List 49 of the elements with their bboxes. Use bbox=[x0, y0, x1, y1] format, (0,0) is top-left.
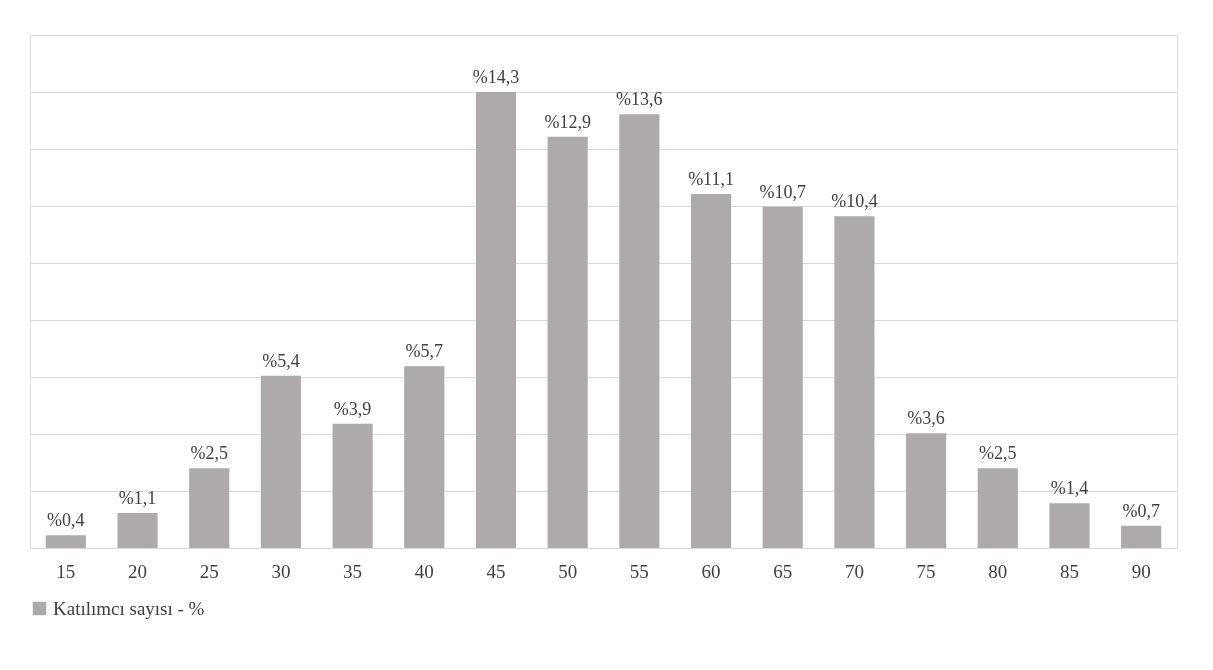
bar bbox=[1049, 503, 1090, 548]
bar bbox=[690, 194, 732, 548]
x-tick-label: 35 bbox=[343, 560, 363, 582]
legend-label: Katılımcı sayısı - % bbox=[53, 597, 205, 619]
data-label: %5,4 bbox=[262, 350, 300, 371]
data-label: %1,4 bbox=[1050, 478, 1089, 499]
x-tick-label: 85 bbox=[1059, 560, 1079, 582]
x-tick-label: 55 bbox=[629, 560, 649, 582]
bar bbox=[189, 468, 230, 548]
data-label: %2,5 bbox=[190, 443, 228, 464]
data-label: %12,9 bbox=[544, 111, 591, 132]
x-tick-label: 60 bbox=[701, 560, 721, 582]
x-tick-label: 70 bbox=[844, 560, 864, 582]
bar bbox=[834, 216, 875, 548]
data-label: %0,4 bbox=[47, 510, 85, 531]
x-tick-label: 45 bbox=[486, 560, 506, 582]
x-tick-label: 75 bbox=[916, 560, 936, 582]
bar bbox=[404, 366, 445, 548]
data-label: %3,9 bbox=[333, 398, 372, 419]
x-tick-label: 65 bbox=[773, 560, 793, 582]
data-label: %5,7 bbox=[405, 341, 444, 362]
bar bbox=[1121, 525, 1162, 548]
bar bbox=[332, 423, 373, 548]
data-label: %10,7 bbox=[759, 181, 806, 202]
data-label: %13,6 bbox=[616, 89, 663, 110]
bar bbox=[762, 206, 803, 548]
x-tick-label: 50 bbox=[558, 560, 578, 582]
data-label: %10,4 bbox=[831, 191, 878, 212]
x-tick-label: 20 bbox=[128, 560, 148, 582]
bar bbox=[906, 433, 947, 548]
bar bbox=[260, 375, 301, 548]
data-label: %0,7 bbox=[1122, 500, 1160, 521]
bar bbox=[977, 468, 1018, 548]
data-label: %1,1 bbox=[118, 487, 157, 508]
data-label: %3,6 bbox=[907, 408, 945, 429]
data-label: %2,5 bbox=[979, 443, 1017, 464]
data-label: %14,3 bbox=[472, 67, 520, 87]
bar bbox=[619, 114, 660, 548]
x-tick-label: 15 bbox=[56, 560, 76, 582]
x-tick-label: 80 bbox=[988, 560, 1008, 582]
x-tick-label: 90 bbox=[1131, 560, 1151, 582]
x-tick-label: 25 bbox=[199, 560, 219, 582]
x-tick-label: 30 bbox=[271, 560, 291, 582]
bar bbox=[117, 512, 158, 548]
bar bbox=[547, 136, 588, 548]
bar bbox=[475, 92, 517, 548]
bar bbox=[45, 535, 86, 548]
data-label: %11,1 bbox=[688, 169, 734, 190]
x-tick-label: 40 bbox=[414, 560, 434, 582]
